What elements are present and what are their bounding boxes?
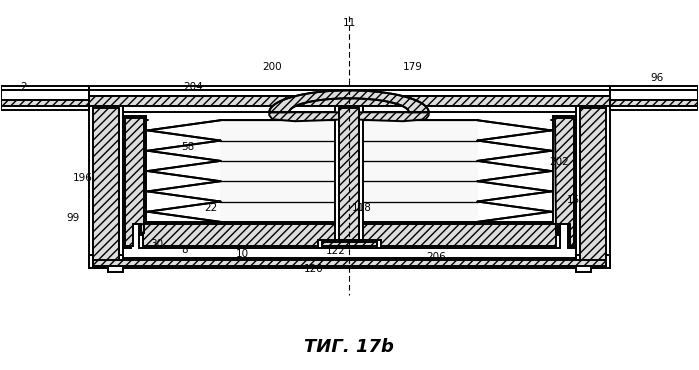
Polygon shape: [89, 96, 610, 106]
Polygon shape: [93, 260, 606, 266]
Polygon shape: [1, 100, 89, 106]
Text: 96: 96: [650, 73, 663, 83]
Polygon shape: [269, 90, 428, 112]
Text: 204: 204: [184, 83, 203, 92]
Polygon shape: [93, 108, 119, 266]
Polygon shape: [349, 112, 428, 121]
Polygon shape: [89, 90, 610, 96]
Polygon shape: [89, 258, 610, 268]
Polygon shape: [610, 86, 698, 90]
Polygon shape: [143, 224, 556, 246]
Text: 8: 8: [181, 245, 188, 255]
Polygon shape: [139, 222, 560, 248]
Text: ΤИГ. 17b: ΤИГ. 17b: [304, 339, 394, 356]
Polygon shape: [576, 255, 610, 272]
Polygon shape: [89, 255, 123, 272]
Polygon shape: [123, 116, 146, 248]
Text: 99: 99: [66, 213, 80, 223]
Polygon shape: [322, 242, 377, 246]
Polygon shape: [580, 108, 606, 266]
Text: 11: 11: [343, 18, 356, 28]
Text: 15: 15: [566, 195, 579, 205]
Polygon shape: [363, 120, 477, 222]
Polygon shape: [610, 90, 698, 100]
Polygon shape: [610, 100, 698, 106]
Text: 118: 118: [352, 203, 372, 213]
Polygon shape: [610, 106, 698, 110]
Polygon shape: [89, 86, 610, 90]
Polygon shape: [335, 106, 363, 248]
Text: 22: 22: [204, 203, 217, 213]
Polygon shape: [1, 106, 89, 110]
Text: 200: 200: [263, 63, 282, 73]
Text: 58: 58: [181, 142, 194, 152]
Polygon shape: [553, 116, 576, 248]
Polygon shape: [1, 90, 89, 100]
Text: 2: 2: [20, 83, 27, 92]
Text: 179: 179: [403, 63, 423, 73]
Polygon shape: [269, 112, 349, 121]
Text: 30: 30: [150, 239, 164, 249]
Text: 10: 10: [236, 249, 249, 259]
Text: 206: 206: [426, 252, 445, 262]
Text: 202: 202: [549, 157, 569, 167]
Polygon shape: [89, 106, 123, 268]
Polygon shape: [576, 106, 610, 268]
Polygon shape: [555, 118, 574, 246]
Text: 122: 122: [326, 246, 346, 256]
Polygon shape: [1, 86, 89, 90]
Polygon shape: [125, 118, 144, 246]
Polygon shape: [220, 120, 335, 222]
Polygon shape: [339, 108, 359, 246]
Polygon shape: [318, 240, 381, 248]
Polygon shape: [89, 106, 610, 112]
Text: 120: 120: [304, 264, 324, 274]
Text: 196: 196: [73, 173, 93, 183]
